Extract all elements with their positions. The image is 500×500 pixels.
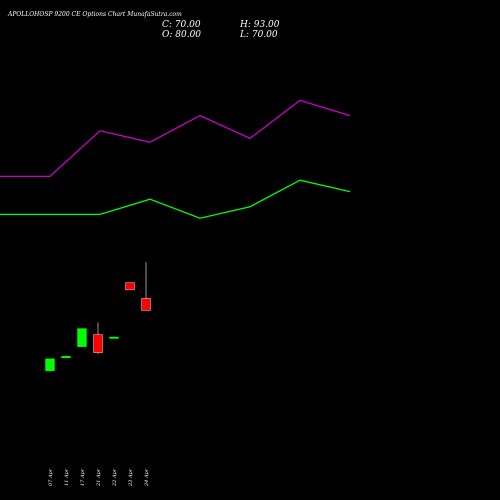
x-axis-ticks: 07 Apr 11 Apr 17 Apr 21 Apr 22 Apr 23 Apr 24 A… bbox=[48, 468, 150, 487]
overlay-line-1 bbox=[0, 179, 351, 219]
x-tick-label: 22 Apr bbox=[112, 468, 118, 487]
candle-body bbox=[125, 282, 135, 291]
candle bbox=[61, 355, 71, 359]
x-tick-label: 23 Apr bbox=[128, 468, 134, 487]
candle bbox=[45, 358, 55, 373]
candle bbox=[125, 282, 135, 291]
candles bbox=[45, 262, 151, 373]
x-tick-label: 07 Apr bbox=[48, 468, 54, 486]
candle-body bbox=[77, 328, 87, 347]
close-value: C: 70.00 bbox=[162, 20, 201, 30]
overlay-line-2 bbox=[0, 99, 351, 178]
x-tick-label: 21 Apr bbox=[96, 468, 102, 487]
candle-body bbox=[93, 334, 103, 353]
overlay-lines bbox=[0, 99, 351, 219]
x-tick-label: 17 Apr bbox=[80, 468, 86, 486]
x-tick-label: 24 Apr bbox=[144, 468, 150, 487]
chart-title: APOLLOHOSP 9200 CE Options Chart MunafaS… bbox=[7, 11, 182, 18]
high-value: H: 93.00 bbox=[239, 20, 280, 30]
candle-body bbox=[61, 356, 71, 359]
candle-body bbox=[109, 336, 119, 339]
candle bbox=[77, 328, 87, 347]
low-value: L: 70.00 bbox=[239, 30, 278, 40]
candle bbox=[141, 262, 151, 311]
candle-body bbox=[45, 358, 55, 372]
candle bbox=[109, 336, 119, 339]
candle bbox=[93, 322, 103, 354]
candle-body bbox=[141, 298, 151, 311]
open-value: O: 80.00 bbox=[162, 30, 201, 40]
x-tick-label: 11 Apr bbox=[64, 468, 70, 486]
